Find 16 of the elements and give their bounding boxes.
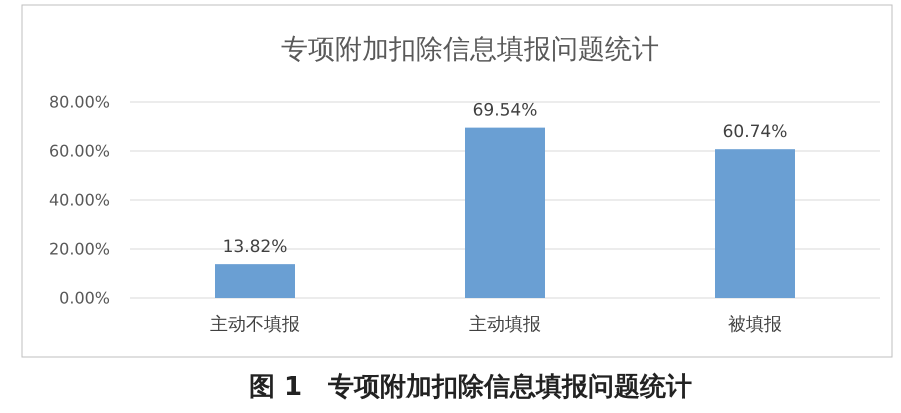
caption: 图 1 专项附加扣除信息填报问题统计 bbox=[248, 372, 692, 402]
y-tick-label: 0.00% bbox=[59, 288, 110, 308]
y-tick-label: 80.00% bbox=[48, 92, 110, 112]
data-label: 69.54% bbox=[472, 100, 538, 121]
bar bbox=[715, 149, 795, 298]
x-tick-label: 主动不填报 bbox=[210, 314, 300, 335]
y-tick-label: 40.00% bbox=[48, 190, 110, 210]
x-tick-label: 被填报 bbox=[728, 314, 782, 335]
bar bbox=[215, 264, 295, 298]
y-tick-label: 20.00% bbox=[48, 240, 110, 259]
y-tick-label: 60.00% bbox=[48, 142, 110, 161]
bar bbox=[465, 128, 545, 298]
data-label: 60.74% bbox=[722, 122, 788, 142]
chart-title: 专项附加扣除信息填报问题统计 bbox=[281, 34, 659, 65]
x-tick-label: 主动填报 bbox=[469, 314, 541, 335]
data-label: 13.82% bbox=[222, 237, 288, 258]
